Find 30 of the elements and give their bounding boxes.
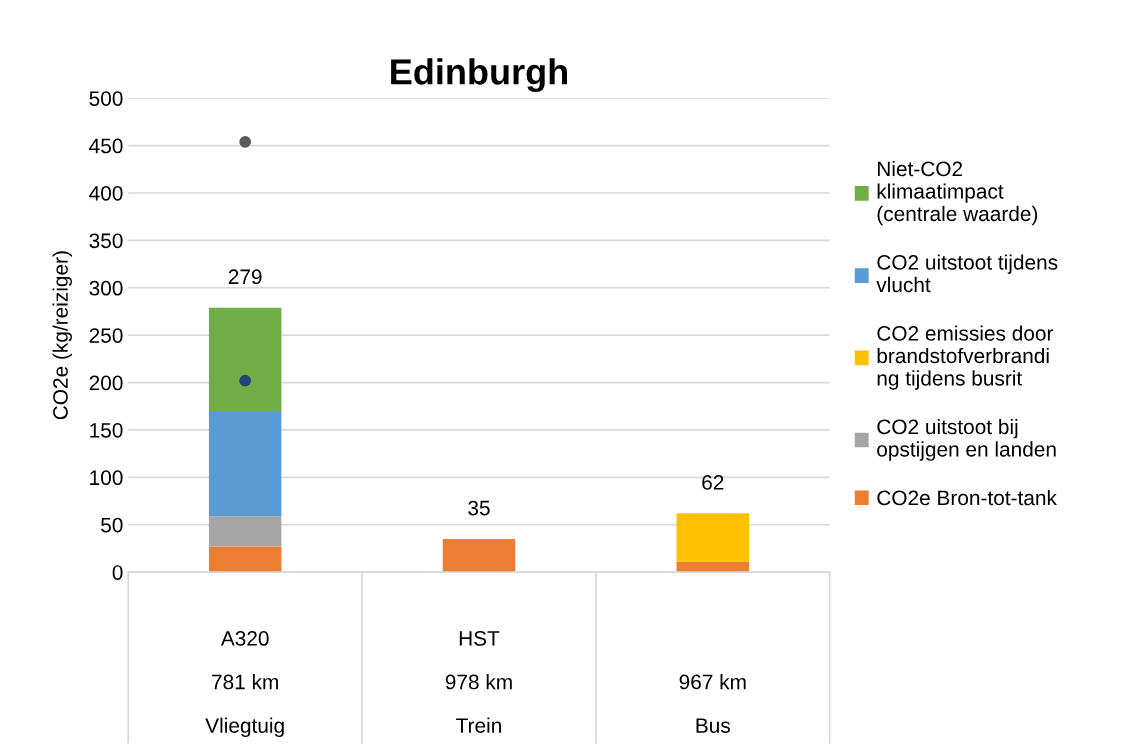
y-tick-label: 200 <box>89 375 123 391</box>
total-label: 62 <box>702 475 724 490</box>
y-tick-label: 300 <box>89 280 123 296</box>
legend-label: Niet-CO2 klimaatimpact (centrale waarde) <box>877 160 1038 226</box>
y-tick-label: 250 <box>89 328 123 343</box>
total-label: 279 <box>228 269 262 285</box>
bar <box>208 516 282 547</box>
y-tick-label: 350 <box>89 233 123 249</box>
category-label: 967 km Bus <box>679 674 746 733</box>
legend-label: CO2 uitstoot bij opstijgen en landen <box>877 418 1056 461</box>
chart-title: Edinburgh <box>391 58 567 92</box>
y-tick-label: 500 <box>89 91 123 106</box>
legend-label: CO2 uitstoot tijdens vlucht <box>876 254 1058 293</box>
legend-label: CO2 emissies door brandstofverbrandi ng tijdens busrit <box>877 325 1054 390</box>
y-axis-title: CO2e (kg/reiziger) <box>52 251 72 420</box>
y-tick-label: 0 <box>112 565 123 580</box>
y-tick-label: 450 <box>89 138 123 154</box>
category-label: HST 978 km Trein <box>445 631 512 733</box>
y-tick-label: 400 <box>89 185 123 201</box>
bar <box>208 411 282 517</box>
category-label: A320 781 km Vliegtuig <box>205 631 284 738</box>
y-tick-label: 50 <box>101 517 123 533</box>
bar <box>208 546 282 573</box>
bar <box>208 307 282 412</box>
y-tick-label: 100 <box>90 470 123 486</box>
total-label: 35 <box>468 500 490 516</box>
bar <box>676 513 750 562</box>
bar <box>442 538 516 573</box>
y-tick-label: 150 <box>90 422 123 438</box>
legend-label: CO2e Bron-tot-tank <box>877 489 1057 506</box>
